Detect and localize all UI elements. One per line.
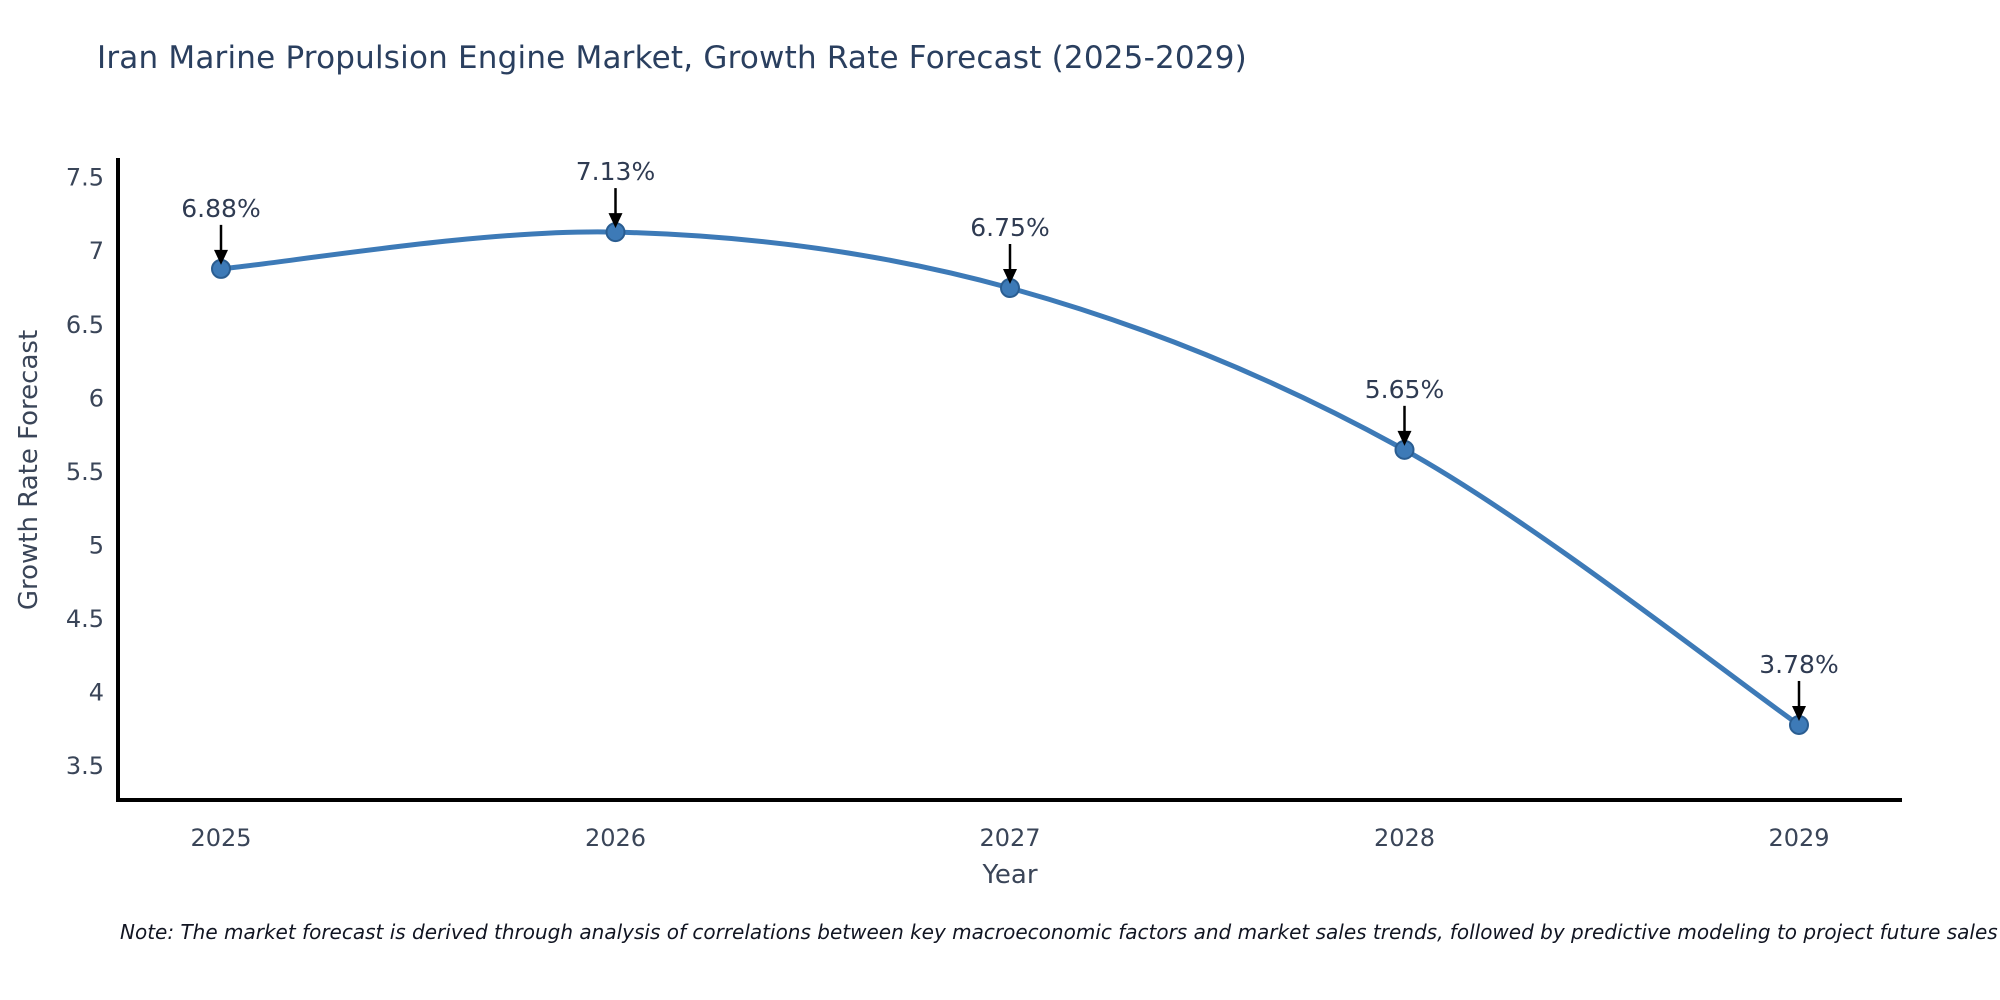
y-tick-label: 3.5 bbox=[66, 752, 104, 780]
data-point-label: 6.75% bbox=[970, 213, 1049, 242]
annotation-arrowhead-icon bbox=[1003, 269, 1017, 284]
x-tick-label: 2028 bbox=[1374, 824, 1435, 852]
y-tick-label: 5.5 bbox=[66, 458, 104, 486]
annotation-arrowhead-icon bbox=[608, 213, 623, 229]
series-line bbox=[218, 229, 1802, 728]
y-tick-label: 7 bbox=[89, 237, 104, 265]
chart-title: Iran Marine Propulsion Engine Market, Gr… bbox=[97, 40, 1247, 76]
x-tick-label: 2027 bbox=[979, 824, 1040, 852]
y-tick-label: 5 bbox=[89, 531, 104, 559]
y-tick-label: 7.5 bbox=[66, 164, 104, 192]
x-axis-title: Year bbox=[982, 860, 1038, 890]
y-tick-label: 4.5 bbox=[66, 605, 104, 633]
annotation-arrowhead-icon bbox=[1792, 705, 1806, 721]
annotation-arrowhead-icon bbox=[1397, 430, 1412, 446]
data-point-label: 7.13% bbox=[576, 157, 655, 186]
data-point-label: 3.78% bbox=[1759, 650, 1838, 679]
data-point-label: 6.88% bbox=[181, 194, 260, 223]
y-tick-label: 6 bbox=[89, 384, 104, 412]
y-axis-title: Growth Rate Forecast bbox=[14, 329, 44, 611]
data-point-label: 5.65% bbox=[1365, 375, 1444, 404]
x-tick-label: 2025 bbox=[190, 824, 251, 852]
y-tick-label: 6.5 bbox=[66, 311, 104, 339]
x-tick-label: 2029 bbox=[1768, 824, 1829, 852]
annotation-arrowhead-icon bbox=[214, 249, 228, 265]
x-tick-label: 2026 bbox=[585, 824, 646, 852]
y-tick-label: 4 bbox=[89, 679, 104, 707]
footnote: Note: The market forecast is derived thr… bbox=[120, 920, 1998, 944]
